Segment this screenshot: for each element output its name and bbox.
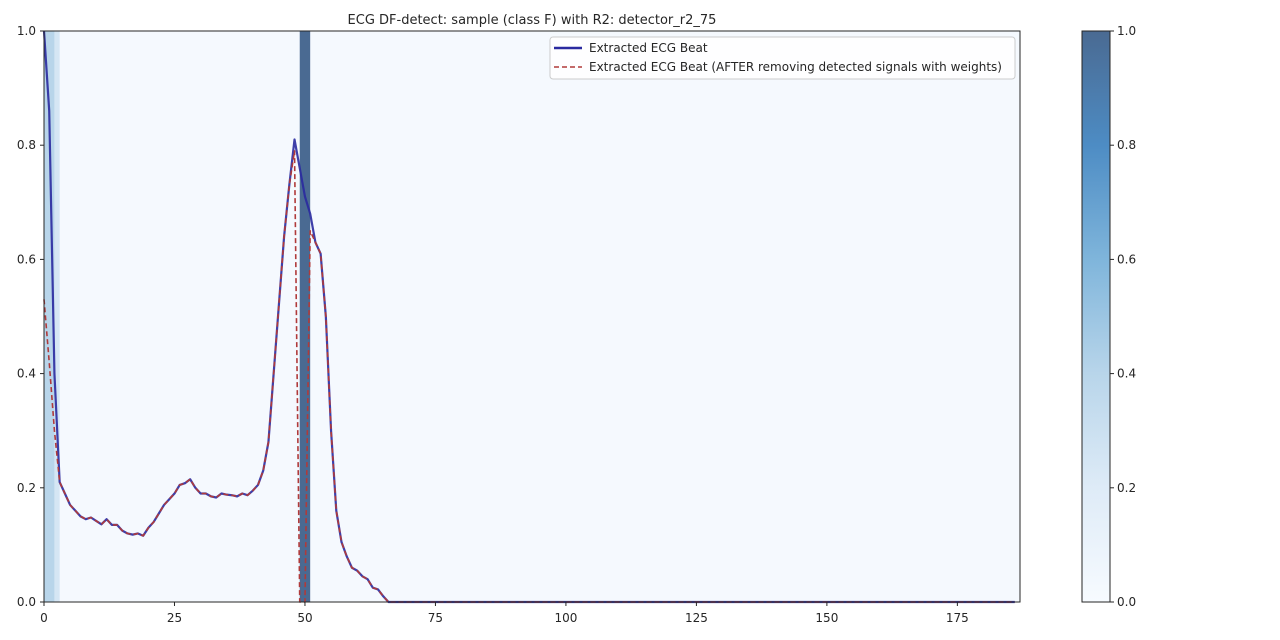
colorbar-tick-label-1: 0.2 bbox=[1117, 481, 1136, 495]
colorbar-gradient bbox=[1081, 30, 1111, 603]
y-axis: 0.0 0.2 0.4 0.6 0.8 1.0 bbox=[17, 24, 44, 609]
chart-title: ECG DF-detect: sample (class F) with R2:… bbox=[348, 13, 717, 28]
y-tick-label-4: 0.8 bbox=[17, 138, 36, 152]
colorbar-tick-label-0: 0.0 bbox=[1117, 595, 1136, 609]
plot-area: 0 25 50 75 100 125 150 175 0.0 0.2 0.4 0.6 0.8 1.0 bbox=[17, 24, 1021, 625]
heat-cell-base bbox=[44, 31, 1020, 602]
y-tick-label-1: 0.2 bbox=[17, 481, 36, 495]
legend-label-0: Extracted ECG Beat bbox=[589, 41, 708, 55]
x-tick-label-6: 150 bbox=[815, 611, 838, 625]
legend-label-1: Extracted ECG Beat (AFTER removing detec… bbox=[589, 60, 1002, 74]
colorbar-tick-label-3: 0.6 bbox=[1117, 252, 1136, 266]
colorbar-tick-label-4: 0.8 bbox=[1117, 138, 1136, 152]
weight-heatmap-background bbox=[44, 31, 1020, 602]
legend-box bbox=[549, 36, 1016, 80]
y-tick-label-2: 0.4 bbox=[17, 367, 36, 381]
x-tick-label-3: 75 bbox=[428, 611, 443, 625]
x-tick-label-7: 175 bbox=[946, 611, 969, 625]
colorbar-tick-label-2: 0.4 bbox=[1117, 367, 1136, 381]
y-tick-label-5: 1.0 bbox=[17, 24, 36, 38]
plot-frame bbox=[43, 30, 1021, 603]
y-tick-label-0: 0.0 bbox=[17, 595, 36, 609]
x-tick-label-2: 50 bbox=[297, 611, 312, 625]
series-layer bbox=[42, 30, 1015, 604]
heat-cell-2 bbox=[299, 31, 311, 602]
x-axis: 0 25 50 75 100 125 150 175 bbox=[40, 602, 969, 625]
colorbar: 0.0 0.2 0.4 0.6 0.8 1.0 bbox=[1081, 24, 1136, 609]
x-tick-label-1: 25 bbox=[167, 611, 182, 625]
y-tick-label-3: 0.6 bbox=[17, 252, 36, 266]
heat-cell-0 bbox=[44, 31, 55, 602]
x-tick-label-0: 0 bbox=[40, 611, 48, 625]
heat-cell-1 bbox=[54, 31, 60, 602]
x-tick-label-4: 100 bbox=[554, 611, 577, 625]
legend: Extracted ECG Beat Extracted ECG Beat (AF… bbox=[549, 36, 1016, 80]
colorbar-tick-label-5: 1.0 bbox=[1117, 24, 1136, 38]
x-tick-label-5: 125 bbox=[685, 611, 708, 625]
series-line-1 bbox=[43, 150, 1015, 603]
